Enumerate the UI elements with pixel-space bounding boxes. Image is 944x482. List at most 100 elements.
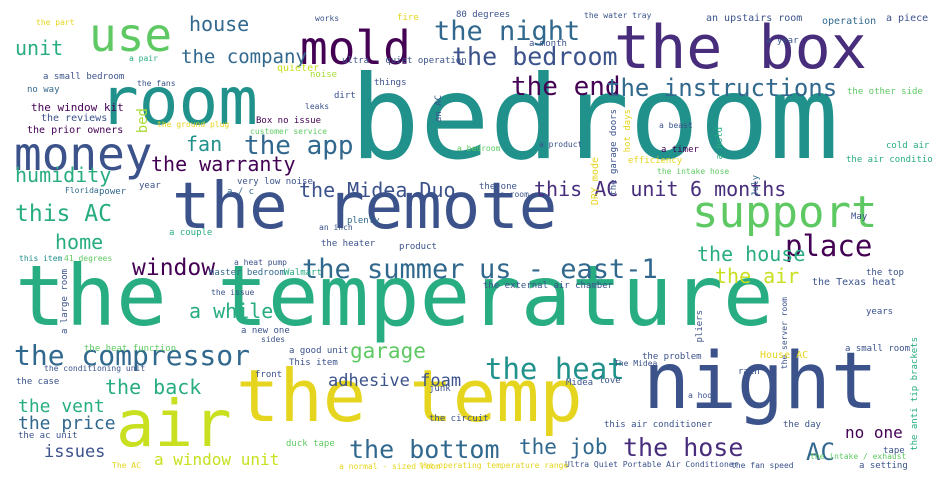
word: this AC unit (534, 177, 679, 201)
word: room (99, 63, 258, 140)
word-cloud: bedroom the temperature the remote the b… (9, 7, 933, 475)
word: garage (350, 339, 426, 363)
word: the Midea Duo (299, 178, 456, 202)
word: the air conditioner (846, 155, 933, 165)
word: 80 degrees (456, 10, 511, 20)
word: use (89, 8, 173, 62)
word: things (374, 78, 407, 88)
word: a room (500, 190, 529, 199)
word: the app (244, 131, 354, 161)
word: the reviews (41, 113, 108, 124)
word: product (399, 242, 437, 252)
word: Midea (566, 378, 594, 388)
word: dirt (334, 91, 356, 101)
word: 41 degrees (64, 254, 113, 263)
word: May (851, 212, 868, 222)
word: cold air (886, 141, 930, 151)
word: the air (715, 264, 800, 288)
word: fire (397, 13, 419, 23)
word: The Midea (614, 359, 658, 368)
word: the one (479, 182, 517, 192)
word: the top (866, 268, 904, 278)
word: a while (189, 299, 274, 323)
word: a small bedroom (43, 72, 125, 82)
word: noise (310, 70, 338, 80)
word: a product (539, 140, 583, 149)
word: a / c (227, 187, 255, 197)
word: the other side (847, 87, 923, 97)
word: bed (135, 108, 151, 134)
word: window (132, 255, 216, 281)
word: Box no issue (256, 116, 322, 126)
word: humidity (15, 163, 112, 187)
word: the job (519, 435, 608, 459)
word: July (751, 175, 761, 197)
word: the heat function (84, 344, 177, 354)
word: a beast (659, 121, 693, 130)
word: support (692, 187, 878, 238)
word: very low noise (237, 177, 313, 187)
word: a normal - sized room (339, 462, 441, 471)
word: the summer (302, 254, 465, 285)
word: year (139, 181, 161, 191)
word: the external air chamber (483, 281, 614, 291)
word: the hose (623, 433, 744, 462)
word: love (599, 376, 621, 386)
word: operation (822, 16, 877, 27)
word: night (643, 337, 878, 427)
word: an upstairs room (706, 13, 803, 24)
word: AC (806, 438, 835, 466)
word: plenty (347, 216, 380, 226)
word: the day (783, 420, 821, 430)
word: the night (434, 16, 581, 47)
word: leaks (305, 102, 330, 111)
word: power (99, 187, 127, 197)
word: the window kit (31, 101, 124, 114)
word: House AC (760, 350, 809, 361)
word: money (14, 127, 153, 181)
word: a new one (241, 326, 290, 336)
word: this air conditioner (604, 420, 713, 430)
word: a hood (688, 391, 717, 400)
word: duck tape (286, 439, 335, 449)
word: this item (19, 254, 63, 263)
word: master bedroom (209, 268, 285, 278)
word: a hold (715, 127, 725, 160)
word: efficiency (628, 156, 683, 166)
word: mold (300, 21, 411, 75)
word: the bedroom (452, 42, 618, 71)
word: the Texas heat (812, 277, 897, 288)
word: the instructions (606, 74, 838, 102)
word: Walmart (284, 268, 322, 278)
word: an AC (434, 95, 444, 123)
word: a couple (169, 228, 213, 238)
word: a good unit (289, 346, 349, 356)
word: the temperature (15, 247, 774, 345)
word: bedroom (350, 51, 839, 186)
word: the heater (321, 239, 376, 249)
word: the vent (18, 396, 105, 417)
word: the intake / exhaust (810, 452, 907, 461)
word: the fans (137, 79, 176, 88)
word: the house (697, 242, 806, 266)
word: hot days (623, 109, 633, 153)
word: the prior owners (27, 125, 124, 136)
word: us - east-1 (479, 254, 658, 285)
word: the bottom (349, 435, 500, 464)
word: a heat pump (234, 258, 287, 267)
word: air (116, 388, 232, 462)
word: works (315, 14, 340, 23)
word: Ultra Quiet Portable Air Conditioner (565, 460, 739, 469)
word: a timer (661, 145, 699, 155)
word: the back (105, 375, 202, 399)
word: the warranty (151, 152, 296, 176)
word: a setting (859, 461, 908, 471)
word: 6 months (690, 177, 787, 201)
word: the price (18, 413, 116, 434)
word: place (785, 229, 873, 263)
word: house (189, 12, 250, 36)
word: tape (883, 446, 905, 456)
word: The AC (112, 461, 141, 470)
word: the temp (236, 354, 583, 438)
word: the intake hose (657, 167, 730, 176)
